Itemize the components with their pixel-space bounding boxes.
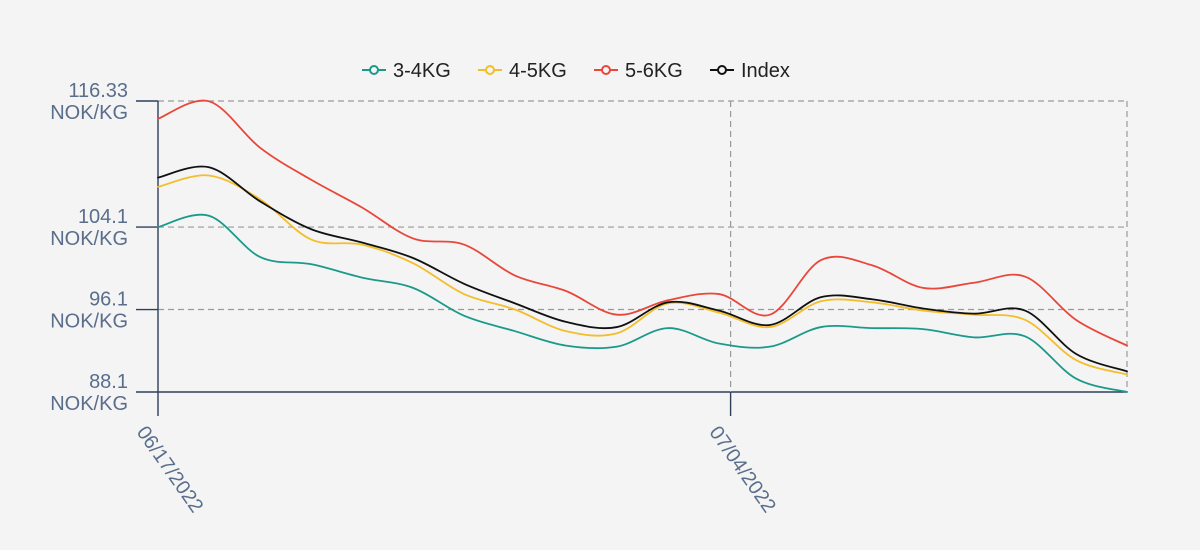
legend-label: 5-6KG — [625, 60, 683, 82]
series-lines — [157, 99, 1128, 393]
series-line-index — [157, 165, 1128, 373]
y-tick-label: 116.33 NOK/KG — [50, 80, 128, 124]
y-tick-label: 96.1 NOK/KG — [50, 289, 128, 333]
x-tick-label: 06/17/2022 — [132, 422, 207, 517]
legend-item[interactable]: 5-6KG — [594, 60, 683, 82]
series-line-3-4kg — [157, 213, 1128, 393]
y-tick-label: 88.1 NOK/KG — [50, 371, 128, 415]
legend-circle-marker — [717, 65, 727, 75]
x-tick-label: 07/04/2022 — [704, 422, 779, 517]
legend-label: 4-5KG — [509, 60, 567, 82]
grid — [158, 100, 1128, 393]
legend-item[interactable]: Index — [710, 60, 790, 82]
legend-label: Index — [741, 60, 790, 82]
series-line-4-5kg — [157, 174, 1128, 376]
y-tick-label: 104.1 NOK/KG — [50, 206, 128, 250]
axes: 116.33 NOK/KG 104.1 NOK/KG 96.1 NOK/KG 88.1 NOK… — [50, 80, 780, 517]
legend-item[interactable]: 4-5KG — [478, 60, 567, 82]
legend-item[interactable]: 3-4KG — [362, 60, 451, 82]
legend-label: 3-4KG — [393, 60, 451, 82]
legend-circle-marker — [369, 65, 379, 75]
series-line-5-6kg — [157, 99, 1128, 347]
legend: 3-4KG 4-5KG 5-6KG Index — [362, 60, 790, 82]
legend-circle-marker — [601, 65, 611, 75]
legend-circle-marker — [485, 65, 495, 75]
